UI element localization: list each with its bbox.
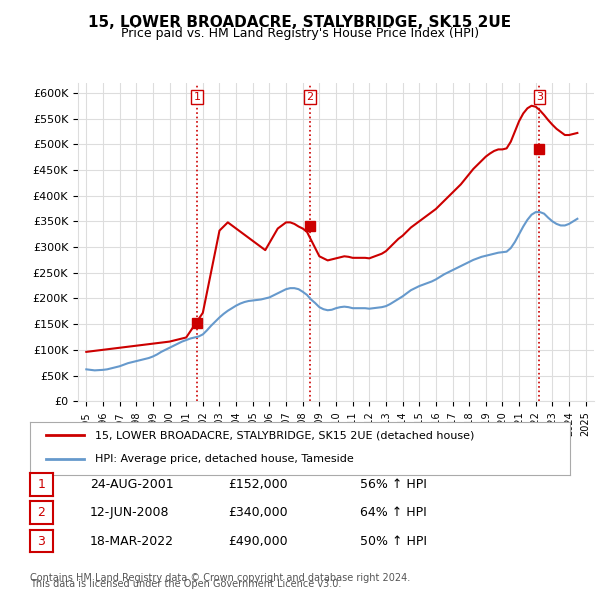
Text: £152,000: £152,000 xyxy=(228,478,287,491)
Text: 24-AUG-2001: 24-AUG-2001 xyxy=(90,478,173,491)
Text: 3: 3 xyxy=(536,92,543,102)
Text: This data is licensed under the Open Government Licence v3.0.: This data is licensed under the Open Gov… xyxy=(30,579,341,589)
Text: £340,000: £340,000 xyxy=(228,506,287,519)
Text: HPI: Average price, detached house, Tameside: HPI: Average price, detached house, Tame… xyxy=(95,454,353,464)
Text: 1: 1 xyxy=(193,92,200,102)
Text: 2: 2 xyxy=(307,92,314,102)
Text: 64% ↑ HPI: 64% ↑ HPI xyxy=(360,506,427,519)
Text: Price paid vs. HM Land Registry's House Price Index (HPI): Price paid vs. HM Land Registry's House … xyxy=(121,27,479,40)
Text: 50% ↑ HPI: 50% ↑ HPI xyxy=(360,535,427,548)
Text: 1: 1 xyxy=(37,478,46,491)
Text: 18-MAR-2022: 18-MAR-2022 xyxy=(90,535,174,548)
Text: 2: 2 xyxy=(37,506,46,519)
Text: 12-JUN-2008: 12-JUN-2008 xyxy=(90,506,170,519)
Text: 56% ↑ HPI: 56% ↑ HPI xyxy=(360,478,427,491)
Text: £490,000: £490,000 xyxy=(228,535,287,548)
Text: 3: 3 xyxy=(37,535,46,548)
Text: 15, LOWER BROADACRE, STALYBRIDGE, SK15 2UE: 15, LOWER BROADACRE, STALYBRIDGE, SK15 2… xyxy=(88,15,512,30)
Text: 15, LOWER BROADACRE, STALYBRIDGE, SK15 2UE (detached house): 15, LOWER BROADACRE, STALYBRIDGE, SK15 2… xyxy=(95,430,474,440)
Text: Contains HM Land Registry data © Crown copyright and database right 2024.: Contains HM Land Registry data © Crown c… xyxy=(30,573,410,583)
